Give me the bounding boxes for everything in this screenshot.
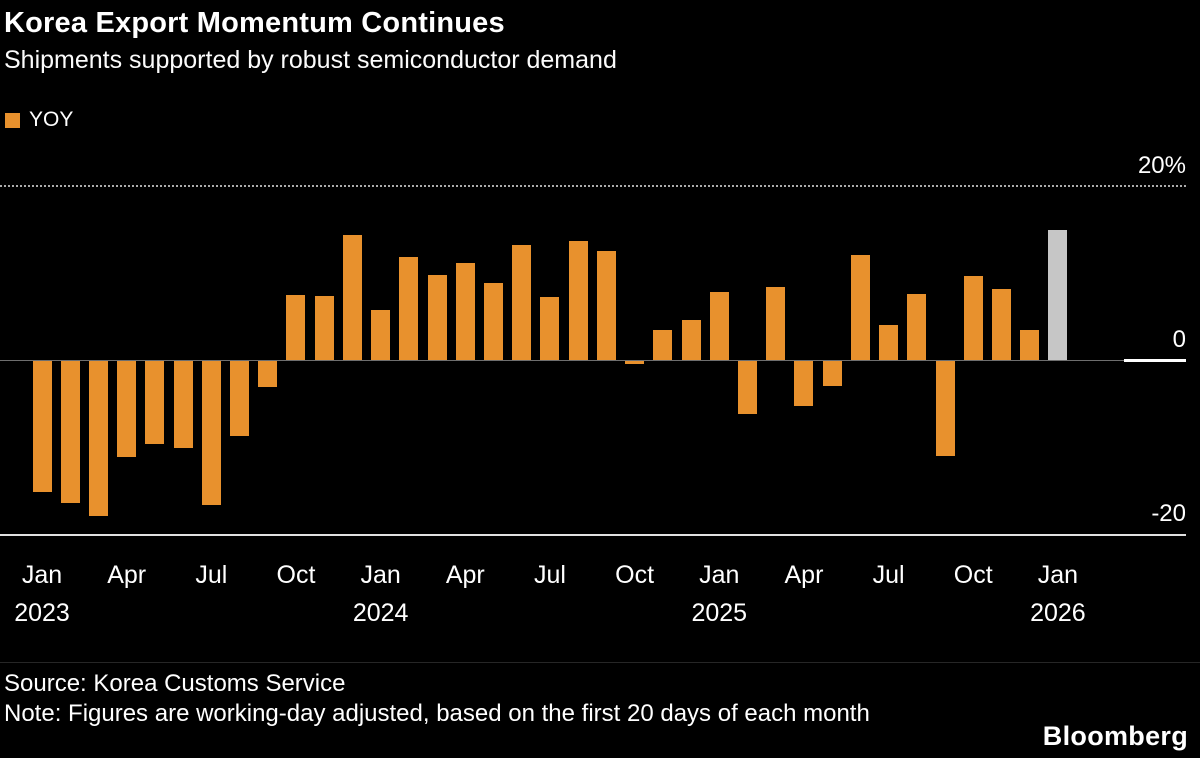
x-axis-label: Jan [21,561,63,589]
source-text: Source: Korea Customs Service [4,670,346,697]
bar-dec-2023 [342,234,362,360]
bar-nov-2025 [991,288,1011,360]
bar-aug-2023 [230,361,250,436]
bar-jun-2023 [173,361,193,448]
x-axis-label: Apr [107,561,147,589]
x-axis-label: Jan [699,561,740,589]
y-axis-label: 20% [1137,152,1186,179]
bar-sep-2025 [935,361,955,456]
bar-may-2024 [484,282,504,360]
x-axis-label: Jul [533,561,566,589]
chart-subtitle: Shipments supported by robust semiconduc… [4,46,617,74]
bar-may-2023 [145,361,165,444]
bar-jun-2024 [512,245,532,360]
year-label: 2026 [1030,599,1086,627]
x-axis-label: Jan [360,561,401,589]
bar-apr-2025 [794,361,814,407]
bar-oct-2023 [286,294,306,360]
bar-mar-2024 [427,274,447,360]
bar-sep-2024 [596,251,616,360]
bloomberg-logo: Bloomberg [1042,721,1188,751]
bar-aug-2024 [568,240,588,360]
bar-jul-2024 [540,297,560,360]
x-axis-label: Oct [276,561,316,589]
bar-jul-2023 [201,361,221,505]
x-axis-label: Oct [615,561,655,589]
bar-nov-2023 [314,295,334,360]
y-axis-label: -20 [1151,500,1186,527]
gridline-20pct [0,185,1186,187]
x-axis-label: Apr [784,561,824,589]
bar-dec-2025 [1020,330,1040,360]
footer: Source: Korea Customs Service Note: Figu… [0,662,1200,758]
bar-jun-2025 [850,254,870,360]
year-label: 2024 [352,599,409,627]
bar-sep-2023 [258,361,278,388]
bar-jul-2025 [879,325,899,360]
bar-jan-2024 [371,310,391,360]
bar-feb-2025 [738,361,757,415]
chart-header: Korea Export Momentum Continues Shipment… [4,5,1196,75]
bar-jan-2026 [1048,230,1068,360]
bar-nov-2024 [653,330,673,360]
bar-apr-2024 [455,263,475,360]
legend-label: YOY [29,108,74,131]
legend: YOY [5,108,73,132]
legend-swatch-icon [5,112,20,128]
bar-apr-2023 [117,361,137,457]
bar-jan-2023 [32,361,52,492]
bar-oct-2025 [963,275,983,360]
bar-jan-2025 [709,292,729,360]
bar-oct-2024 [625,361,645,364]
x-axis-label: Jan [1037,561,1079,589]
x-axis: Jan Apr Jul Oct Jan Apr Jul Oct Jan Apr Jul Oct Jan 2… [0,545,1200,655]
zero-line [0,360,1186,361]
chart-title: Korea Export Momentum Continues [4,7,505,39]
bar-mar-2025 [766,286,786,360]
bar-chart-plot: 20% 0 -20 [0,150,1200,537]
x-axis-label: Jul [195,561,228,589]
bar-dec-2024 [681,319,701,360]
x-axis-label: Oct [953,561,993,589]
x-axis-line [0,534,1186,536]
zero-line-right-segment [1124,359,1186,362]
bar-mar-2023 [88,361,108,516]
x-axis-label: Apr [445,561,485,589]
bar-may-2025 [822,361,842,387]
note-text: Note: Figures are working-day adjusted, … [4,700,870,727]
year-label: 2023 [14,599,70,627]
y-axis-label: 0 [1172,326,1186,353]
bar-feb-2024 [399,257,419,360]
x-axis-label: Jul [872,561,905,589]
bar-feb-2023 [60,361,80,503]
bar-aug-2025 [907,293,927,360]
year-label: 2025 [691,599,748,627]
